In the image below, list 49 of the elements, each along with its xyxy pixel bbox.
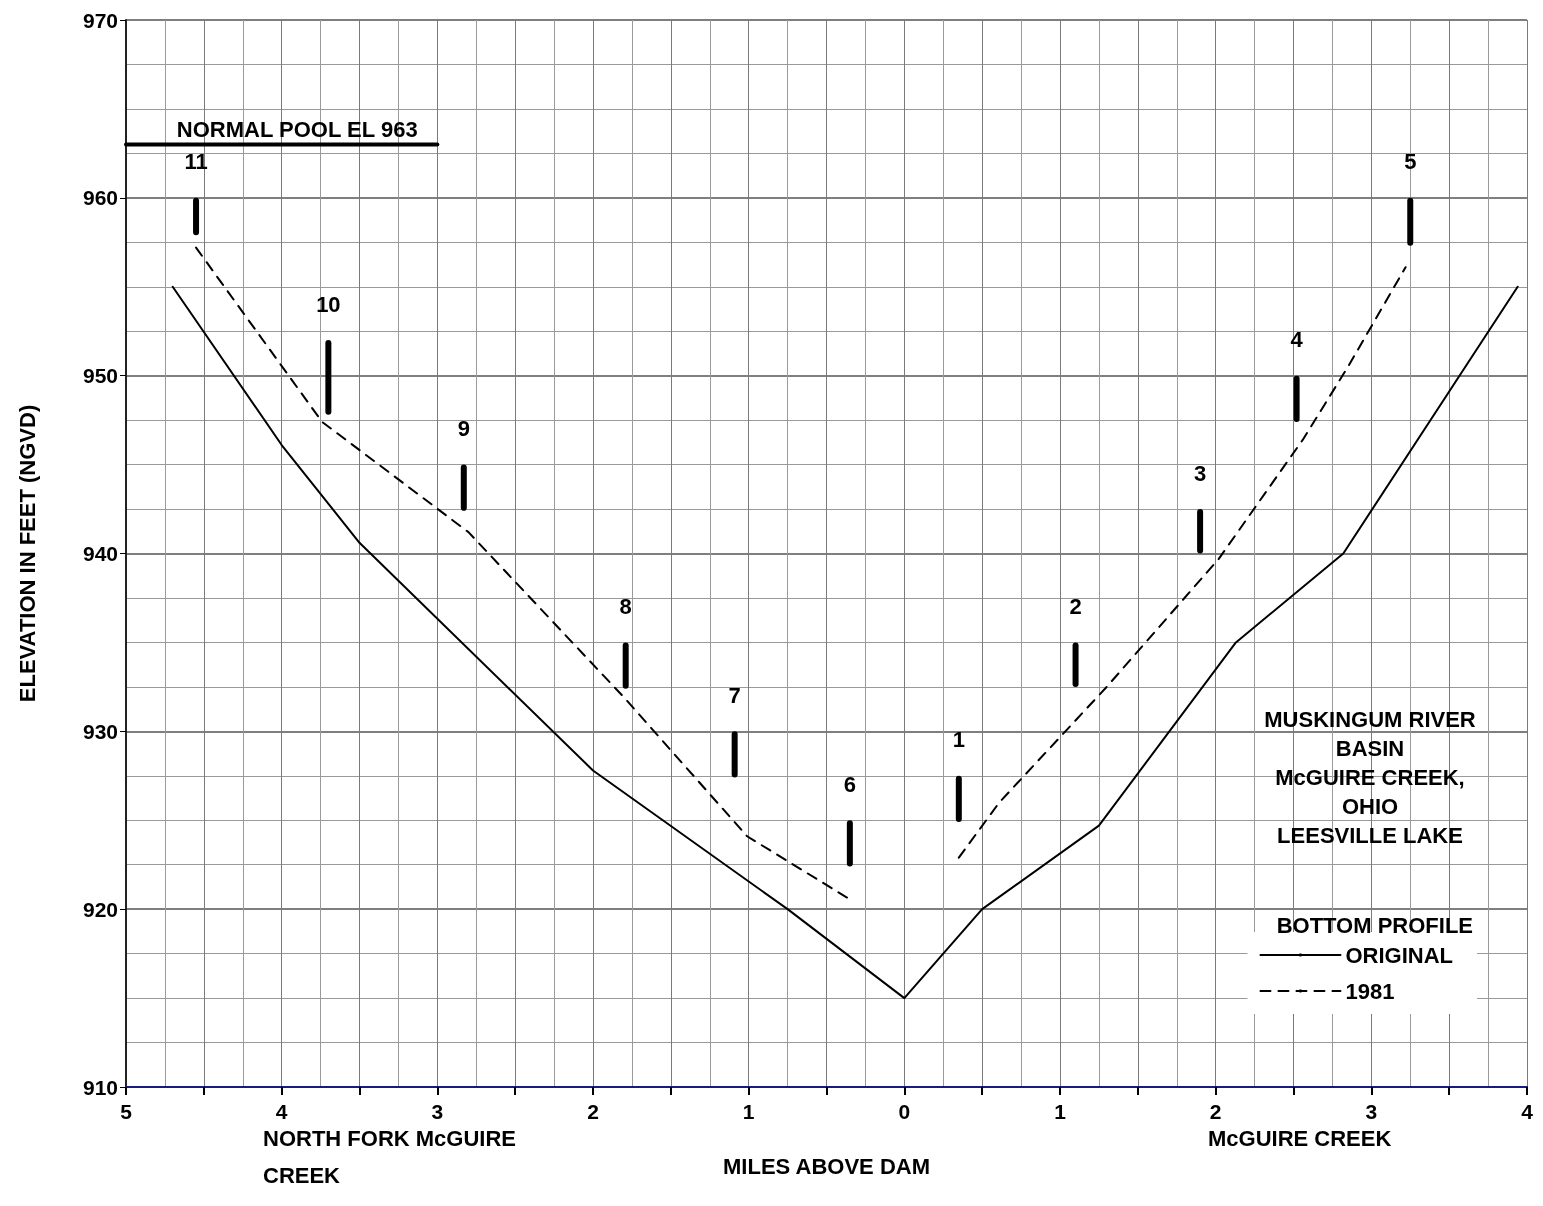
annotation: 3 [1193, 460, 1207, 486]
bar [460, 464, 467, 511]
legend-label: 1981 [1345, 978, 1395, 1004]
annotation: 7 [728, 682, 741, 708]
x-tick-label: 2 [587, 1100, 599, 1123]
annotation: 9 [457, 416, 470, 442]
annotation: 2 [1069, 593, 1082, 619]
x-tick-label: 3 [1365, 1100, 1378, 1123]
bar [731, 731, 738, 778]
x-tick-label: 5 [120, 1100, 133, 1123]
y-tick-label: 910 [82, 1075, 118, 1099]
x-tick-label: 0 [898, 1100, 911, 1123]
y-tick-label: 920 [82, 897, 118, 921]
annotation: 4 [1290, 327, 1304, 353]
line-series [171, 285, 1519, 1000]
bar [1407, 197, 1414, 246]
text: NORTH FORK McGUIRE CREEK [263, 1126, 516, 1188]
legend-title: BOTTOM PROFILE [1276, 912, 1474, 938]
x-tick-label: 2 [1209, 1100, 1222, 1123]
x-tick-label: 4 [275, 1100, 288, 1123]
annotation: 10 [316, 291, 341, 317]
x-tick-label: 4 [1521, 1100, 1534, 1123]
bar [1293, 375, 1300, 422]
y-tick-label: 960 [82, 186, 118, 210]
bar [955, 775, 962, 823]
text: McGUIRE CREEK [1208, 1126, 1392, 1151]
x-tick-label: 1 [742, 1100, 755, 1123]
x-tick-label: 3 [431, 1100, 444, 1123]
y-tick-label: 930 [82, 719, 118, 743]
x-tick-label: 1 [1054, 1100, 1067, 1123]
y-tick-label: 950 [82, 364, 118, 388]
y-axis-title: ELEVATION IN FEET (NGVD) [14, 404, 40, 703]
bar [1197, 509, 1204, 554]
y-tick-label: 940 [82, 542, 118, 565]
annotation: 11 [184, 149, 208, 175]
bar [325, 340, 332, 415]
bar [1072, 642, 1079, 687]
x-axis-title: MILES ABOVE DAM [723, 1153, 930, 1179]
annotation: MUSKINGUM RIVER BASIN McGUIRE CREEK, OHIO LEESVILLE LAKE [1264, 707, 1476, 848]
annotation: 6 [843, 771, 856, 797]
annotation: 1 [952, 727, 965, 753]
y-tick-label: 970 [82, 8, 118, 32]
bar [193, 197, 200, 236]
legend-label: ORIGINAL [1345, 942, 1454, 968]
annotation: 8 [619, 593, 632, 619]
annotation: 5 [1404, 149, 1417, 175]
bar [846, 820, 853, 867]
annotation: NORMAL POOL EL 963 [176, 116, 418, 142]
bar [622, 642, 629, 689]
